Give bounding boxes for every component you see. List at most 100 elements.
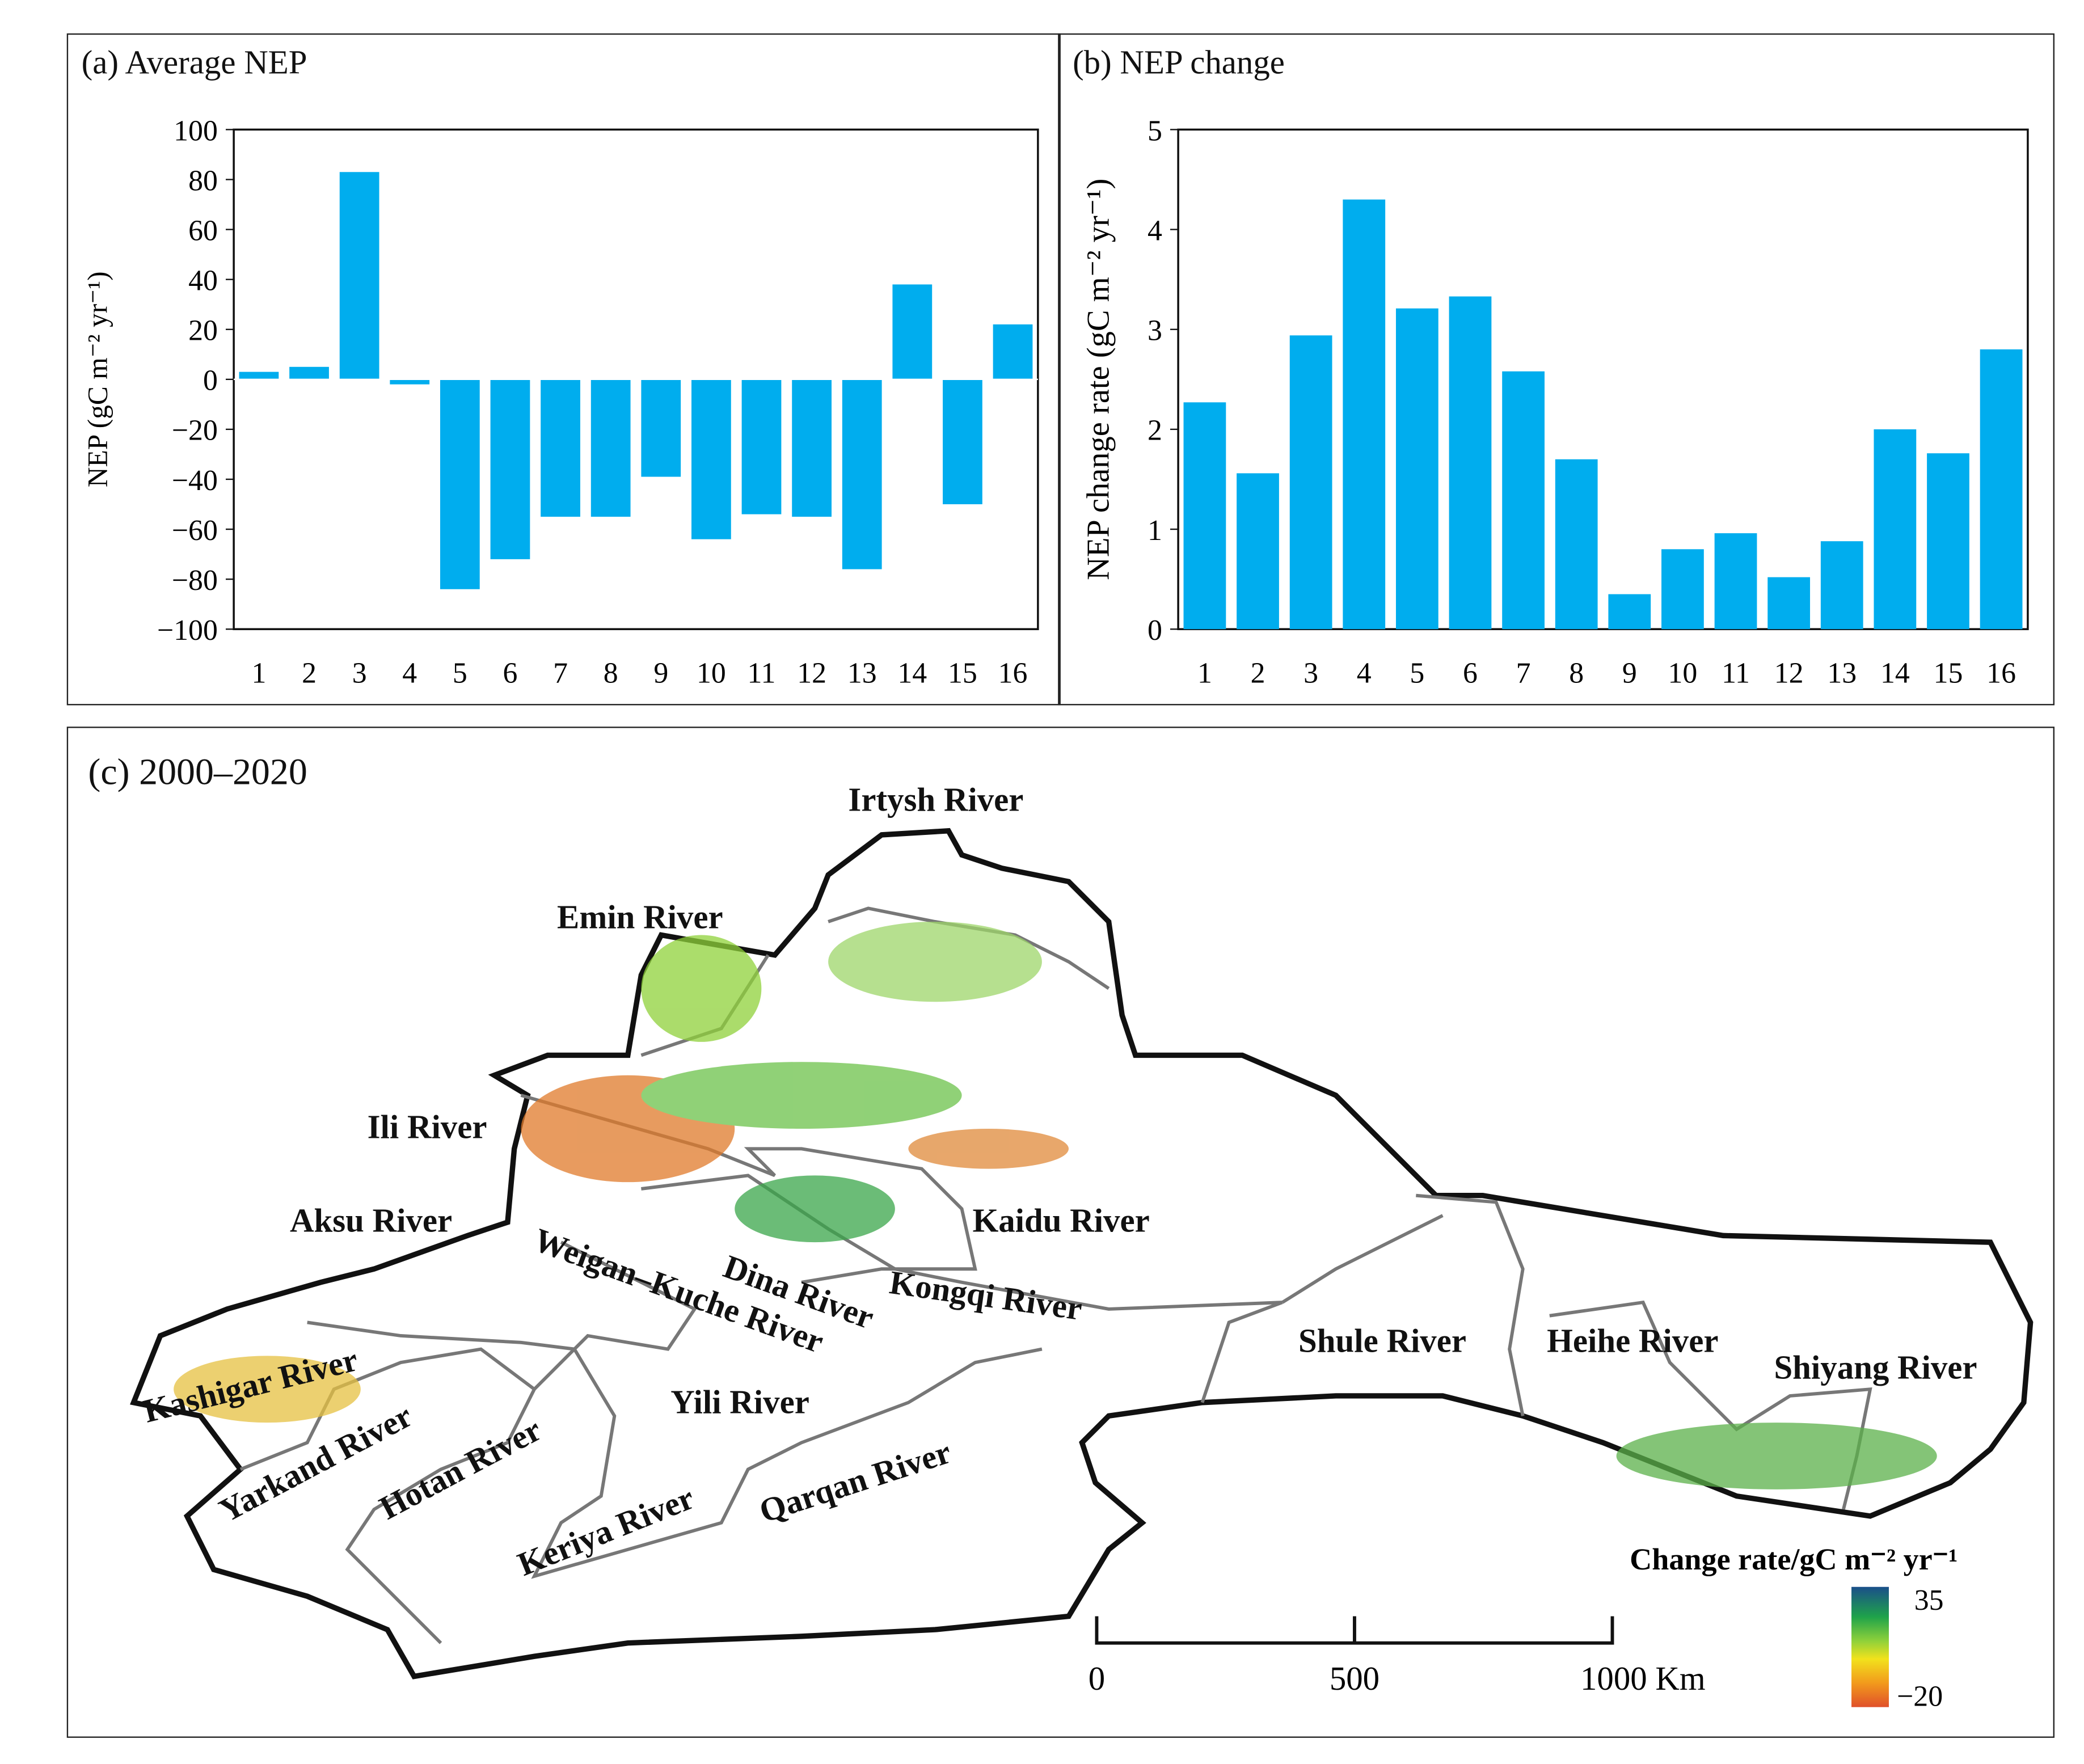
scale-bar [1095, 1616, 1614, 1645]
x-tick-label: 7 [1516, 657, 1531, 689]
y-axis-label: NEP (gC m⁻² yr⁻¹) [82, 271, 113, 487]
x-tick-label: 11 [1722, 657, 1750, 689]
bar-5 [440, 379, 480, 589]
x-tick-label: 10 [697, 657, 726, 689]
x-tick-label: 5 [453, 657, 467, 689]
x-tick-label: 8 [604, 657, 618, 689]
river-label-yili: Yili River [670, 1384, 809, 1421]
y-tick-label: 60 [188, 214, 218, 247]
y-tick-label: 20 [188, 315, 218, 347]
colorbar [1851, 1586, 1889, 1707]
y-tick-label: 100 [174, 115, 218, 147]
y-tick-label: 40 [188, 265, 218, 297]
bar-6 [1449, 296, 1492, 630]
bar-1 [1183, 402, 1226, 630]
x-tick-label: 5 [1410, 657, 1424, 689]
y-tick-label: 2 [1148, 415, 1162, 447]
panel-a-title: (a) Average NEP [81, 45, 307, 82]
bar-13 [842, 379, 882, 569]
bar-2 [1237, 473, 1279, 630]
bar-14 [892, 284, 933, 379]
bar-3 [1289, 335, 1332, 630]
x-tick-label: 14 [1880, 657, 1910, 689]
y-tick-label: 0 [203, 365, 218, 397]
x-tick-label: 16 [1986, 657, 2016, 689]
bar-11 [1714, 533, 1757, 630]
x-tick-label: 7 [553, 657, 568, 689]
scale-tick-1000: 1000 Km [1580, 1660, 1706, 1697]
river-label-aksu: Aksu River [290, 1202, 452, 1239]
y-tick-label: −80 [172, 564, 218, 597]
river-label-shiyang: Shiyang River [1774, 1349, 1977, 1386]
y-tick-label: 80 [188, 164, 218, 197]
panel-c-title: (c) 2000–2020 [88, 752, 307, 794]
legend-min: −20 [1897, 1680, 1943, 1712]
bar-8 [590, 379, 631, 517]
bar-2 [289, 366, 329, 379]
x-tick-label: 3 [1303, 657, 1318, 689]
river-label-shule: Shule River [1298, 1322, 1466, 1359]
y-tick-label: 1 [1148, 514, 1162, 547]
bar-16 [1980, 349, 2023, 630]
x-tick-label: 1 [251, 657, 266, 689]
x-tick-label: 9 [653, 657, 668, 689]
legend-title: Change rate/gC m⁻² yr⁻¹ [1630, 1542, 1958, 1576]
bar-9 [641, 379, 681, 477]
scale-tick-500: 500 [1330, 1660, 1380, 1697]
bar-7 [541, 379, 580, 517]
bar-15 [1927, 453, 1969, 630]
x-tick-label: 12 [1774, 657, 1804, 689]
bar-12 [792, 379, 832, 517]
y-tick-label: 4 [1148, 214, 1162, 247]
x-tick-label: 13 [1827, 657, 1857, 689]
x-tick-label: 15 [1934, 657, 1963, 689]
x-tick-label: 12 [797, 657, 826, 689]
x-tick-label: 1 [1197, 657, 1212, 689]
x-tick-label: 16 [998, 657, 1028, 689]
bar-3 [339, 172, 379, 379]
legend-max: 35 [1914, 1584, 1944, 1617]
panel-c: (c) 2000–2020 [66, 727, 2055, 1738]
x-tick-label: 8 [1569, 657, 1584, 689]
bar-7 [1502, 371, 1545, 630]
river-label-heihe: Heihe River [1547, 1322, 1718, 1359]
y-tick-label: 0 [1148, 614, 1162, 647]
x-tick-label: 13 [847, 657, 877, 689]
bar-16 [993, 324, 1033, 379]
x-tick-label: 3 [352, 657, 367, 689]
panel-b-title: (b) NEP change [1073, 45, 1285, 82]
x-tick-label: 9 [1622, 657, 1637, 689]
y-tick-label: −100 [157, 614, 218, 647]
bar-12 [1767, 577, 1811, 630]
bar-1 [239, 372, 279, 379]
bar-4 [1343, 199, 1386, 630]
x-tick-label: 4 [1357, 657, 1372, 689]
bar-8 [1555, 459, 1598, 630]
bar-9 [1608, 594, 1651, 630]
x-tick-label: 14 [897, 657, 927, 689]
scale-tick-0: 0 [1089, 1660, 1105, 1697]
bar-10 [691, 379, 731, 539]
river-label-emin: Emin River [557, 899, 723, 936]
y-tick-label: −20 [172, 415, 218, 447]
y-axis-label: NEP change rate (gC m⁻² yr⁻¹) [1081, 179, 1116, 580]
bar-10 [1661, 549, 1704, 630]
x-tick-label: 2 [302, 657, 317, 689]
panel-a: (a) Average NEP [66, 33, 1061, 706]
river-label-kaidu: Kaidu River [972, 1202, 1149, 1239]
y-tick-label: −40 [172, 465, 218, 497]
plot-area [1177, 128, 2029, 630]
river-label-ili: Ili River [368, 1108, 487, 1145]
bar-13 [1820, 541, 1863, 630]
bar-4 [390, 379, 430, 385]
bar-11 [741, 379, 782, 514]
x-tick-label: 4 [402, 657, 417, 689]
y-tick-label: 3 [1148, 315, 1162, 347]
x-tick-label: 10 [1668, 657, 1698, 689]
panel-b: (b) NEP change [1058, 33, 2055, 706]
bar-5 [1395, 308, 1438, 630]
river-label-irtysh: Irtysh River [848, 781, 1023, 818]
bar-15 [943, 379, 982, 505]
y-tick-label: −60 [172, 514, 218, 547]
